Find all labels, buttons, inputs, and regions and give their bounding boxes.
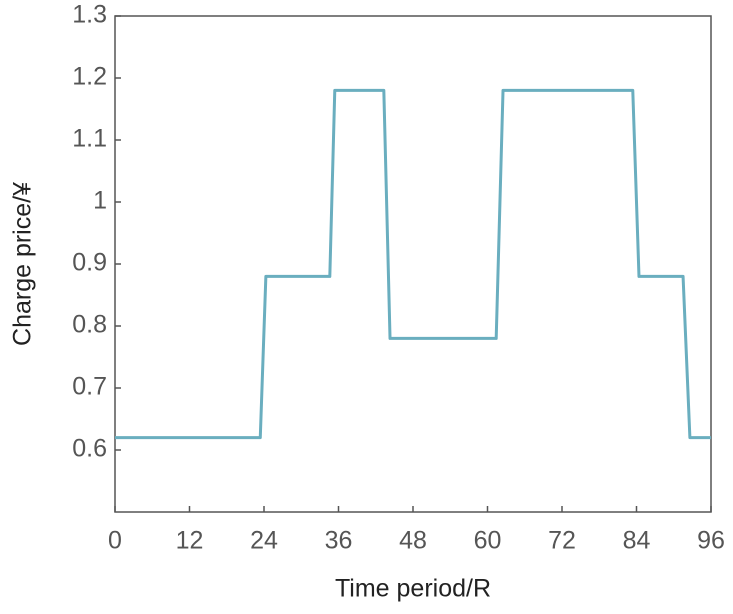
y-tick-label: 0.7: [72, 373, 107, 401]
x-tick-label: 48: [399, 527, 427, 555]
y-axis-label: Charge price/¥: [9, 182, 37, 346]
y-tick-label: 0.9: [72, 249, 107, 277]
x-tick-label: 84: [623, 527, 651, 555]
y-tick-label: 1.1: [72, 125, 107, 153]
y-tick-label: 1.3: [72, 1, 107, 29]
x-tick-label: 72: [548, 527, 576, 555]
x-tick-label: 96: [697, 527, 725, 555]
data-line: [115, 88, 711, 440]
x-tick-label: 36: [325, 527, 353, 555]
y-tick-label: 0.8: [72, 311, 107, 339]
x-tick-label: 24: [250, 527, 278, 555]
y-tick-label: 0.6: [72, 435, 107, 463]
x-tick-label: 60: [474, 527, 502, 555]
x-tick-label: 12: [176, 527, 204, 555]
x-tick-label: 0: [108, 527, 122, 555]
y-tick-label: 1: [93, 187, 107, 215]
y-tick-label: 1.2: [72, 63, 107, 91]
x-axis-label: Time period/R: [335, 575, 491, 603]
